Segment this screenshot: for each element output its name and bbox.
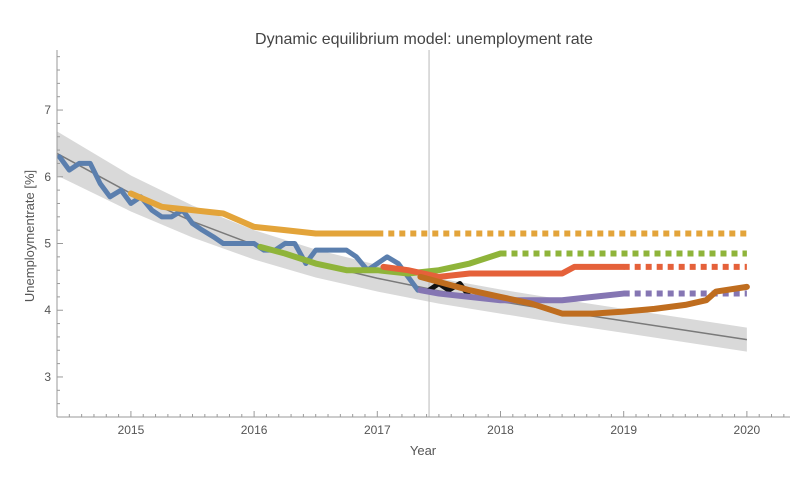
series-line-4 [257, 243, 504, 277]
series-line-10 [417, 273, 750, 317]
x-tick-label: 2015 [118, 423, 145, 437]
x-tick-label: 2017 [364, 423, 391, 437]
y-tick-label: 4 [44, 303, 51, 317]
x-tick-label: 2016 [241, 423, 268, 437]
x-axis-label: Year [410, 443, 437, 458]
model-confidence-band [57, 131, 747, 352]
series-layer [56, 154, 750, 317]
axes: 2015 2016 2017 2018 2019 2020 3 4 5 6 7 [44, 50, 790, 437]
series-line-6 [380, 263, 627, 280]
chart-title: Dynamic equilibrium model: unemployment … [255, 31, 593, 48]
y-tick-label: 6 [44, 170, 51, 184]
y-tick-label: 7 [44, 103, 51, 117]
y-tick-label: 5 [44, 237, 51, 251]
y-axis-label: Unemploymentrate [%] [22, 170, 37, 302]
confidence-band-layer [57, 131, 747, 352]
x-tick-label: 2018 [487, 423, 514, 437]
series-line-0 [56, 154, 421, 293]
x-tick-label: 2020 [734, 423, 761, 437]
x-tick-label: 2019 [610, 423, 637, 437]
model-line [56, 152, 747, 341]
model-line-layer [56, 152, 747, 341]
series-line-2 [127, 190, 381, 237]
y-tick-label: 3 [44, 370, 51, 384]
